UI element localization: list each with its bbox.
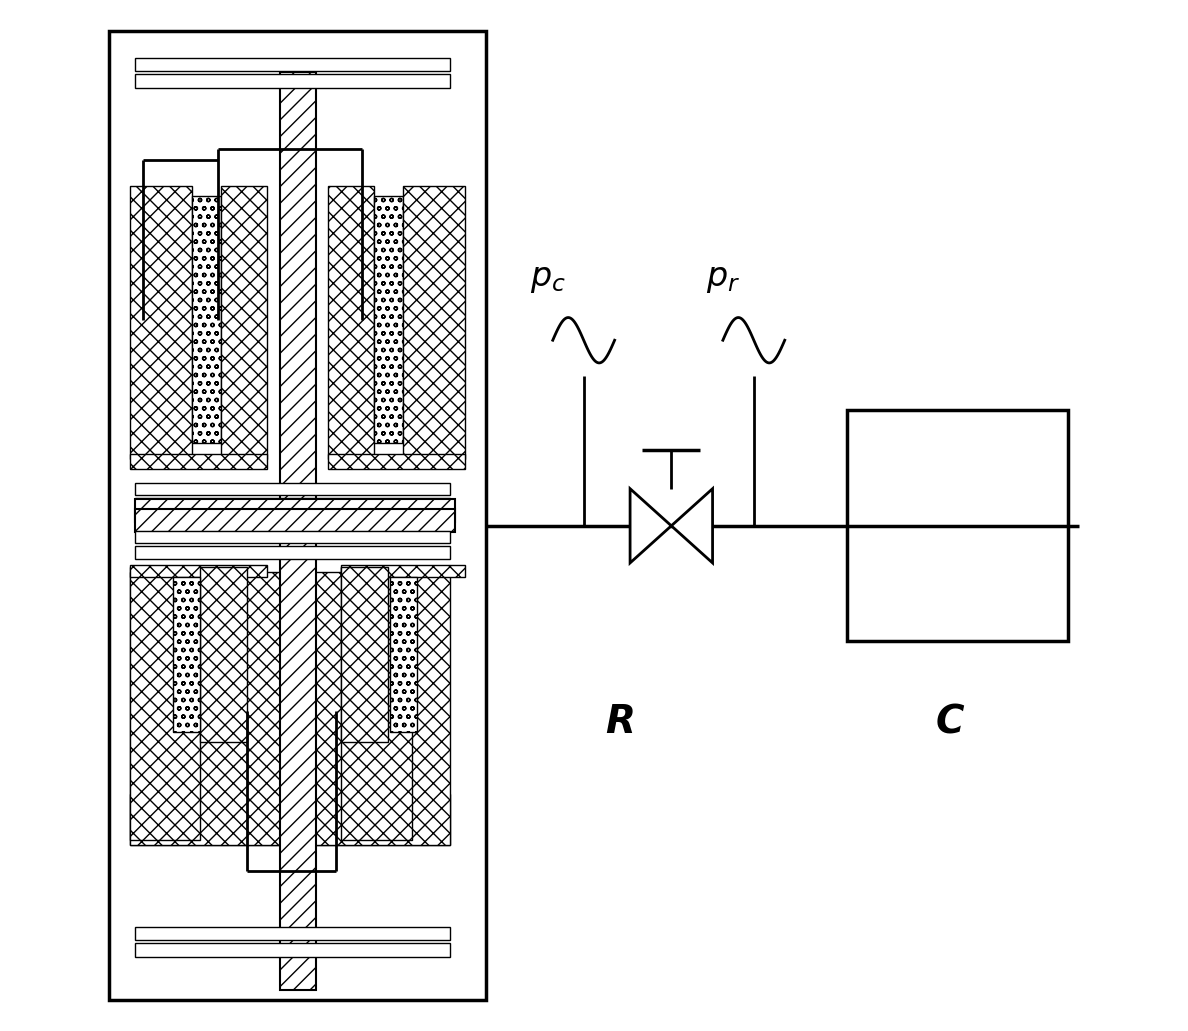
Bar xyxy=(129,794,450,845)
Bar xyxy=(341,567,411,840)
Text: $\boldsymbol{C}$: $\boldsymbol{C}$ xyxy=(935,703,965,740)
Bar xyxy=(847,410,1068,641)
Bar xyxy=(135,927,450,940)
Bar xyxy=(135,531,450,543)
Bar xyxy=(135,943,450,957)
Bar xyxy=(135,499,455,522)
Bar xyxy=(135,546,450,559)
Polygon shape xyxy=(630,489,671,563)
Text: $\boldsymbol{p_r}$: $\boldsymbol{p_r}$ xyxy=(706,262,740,295)
Text: $\boldsymbol{p_c}$: $\boldsymbol{p_c}$ xyxy=(530,262,565,295)
Bar xyxy=(221,186,267,459)
Bar xyxy=(129,565,267,577)
Bar xyxy=(135,74,450,88)
Bar xyxy=(109,31,486,1000)
Bar xyxy=(328,454,466,469)
Bar xyxy=(129,454,267,469)
Bar xyxy=(135,509,455,532)
Bar xyxy=(129,572,450,845)
Bar xyxy=(173,577,200,732)
Bar xyxy=(135,483,450,495)
Bar xyxy=(280,72,316,990)
Bar xyxy=(328,186,374,459)
Bar xyxy=(135,498,450,510)
Text: $\boldsymbol{R}$: $\boldsymbol{R}$ xyxy=(606,703,634,740)
Bar xyxy=(390,577,417,732)
Bar xyxy=(374,196,403,443)
Bar xyxy=(200,567,247,742)
Polygon shape xyxy=(671,489,713,563)
Bar xyxy=(129,186,192,459)
Bar xyxy=(129,567,200,840)
Bar xyxy=(341,567,387,742)
Bar xyxy=(192,196,221,443)
Bar xyxy=(403,186,466,459)
Bar xyxy=(135,58,450,71)
Bar xyxy=(341,565,466,577)
